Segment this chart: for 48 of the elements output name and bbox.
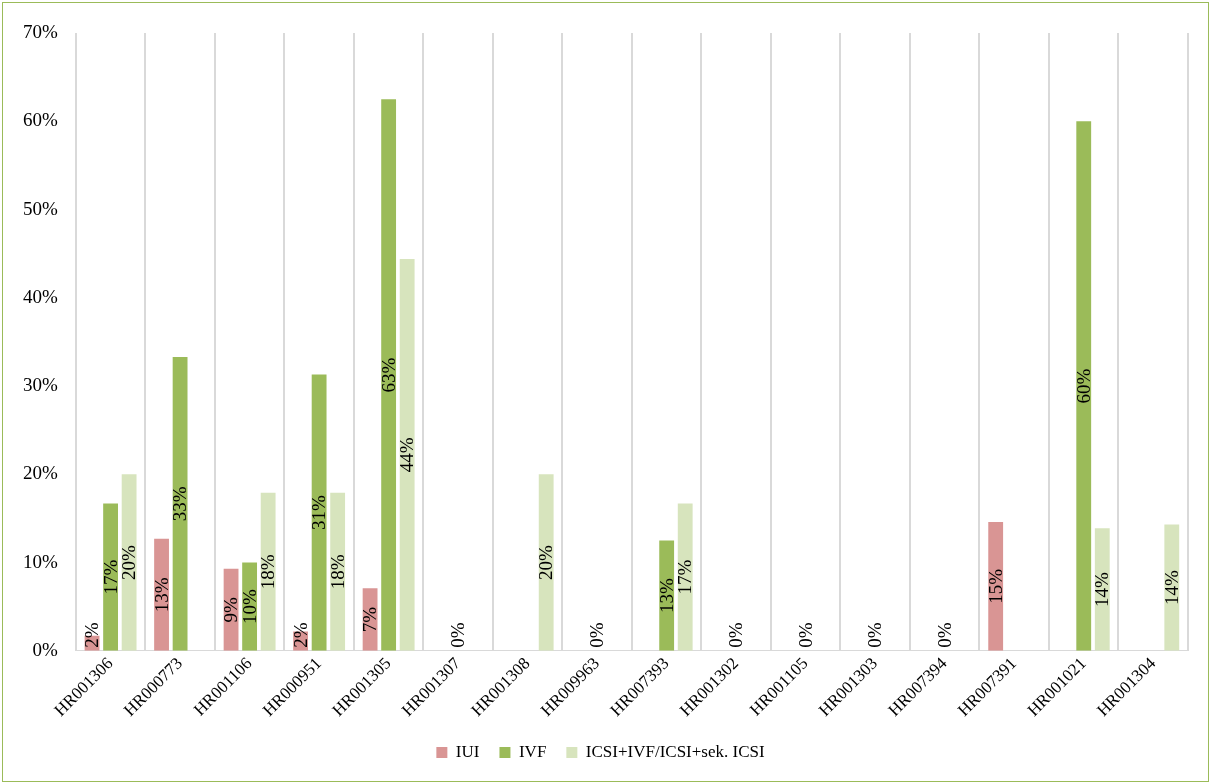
data-label: 18% [257,554,279,590]
bar [172,356,188,651]
data-label: 0% [864,622,886,648]
data-label: 13% [150,577,172,613]
y-tick-label: 50% [23,197,58,219]
y-tick-label: 40% [23,285,58,307]
bar [677,503,693,651]
bar [330,492,346,651]
data-label: 14% [1091,571,1113,607]
data-label: 2% [81,622,103,648]
data-label: 18% [326,554,348,590]
data-label: 7% [359,606,381,633]
data-label: 20% [118,544,140,580]
y-tick-label: 30% [23,374,58,396]
bar [538,474,554,651]
data-label: 0% [447,622,469,648]
bar [103,503,118,651]
data-label: 44% [396,437,418,473]
data-label: 63% [377,357,399,393]
bar [121,474,137,651]
y-tick-label: 60% [23,109,58,131]
data-label: 0% [586,622,608,648]
data-label: 31% [308,495,330,531]
data-label: 17% [99,559,121,595]
data-label: 60% [1072,368,1094,404]
data-label: 14% [1160,570,1182,606]
data-label: 13% [655,578,677,614]
data-label: 0% [933,622,955,648]
y-tick-label: 20% [23,462,58,484]
bar [399,258,415,651]
y-tick-label: 0% [32,638,58,660]
legend-label: ICSI+IVF/ICSI+sek. ICSI [585,741,765,761]
bar [988,521,1004,651]
data-label: 33% [169,486,191,522]
y-tick-label: 70% [23,20,58,42]
legend-label: IVF [518,741,547,761]
data-label: 0% [794,622,816,648]
data-label: 0% [725,622,747,648]
bar [260,492,276,651]
y-tick-label: 10% [23,550,58,572]
legend-label: IUI [455,741,480,761]
data-label: 20% [535,544,557,580]
data-label: 17% [674,559,696,595]
bar [381,99,397,651]
bar [1076,121,1092,651]
data-label: 15% [984,568,1006,604]
bar [311,374,327,651]
data-label: 2% [289,622,311,648]
